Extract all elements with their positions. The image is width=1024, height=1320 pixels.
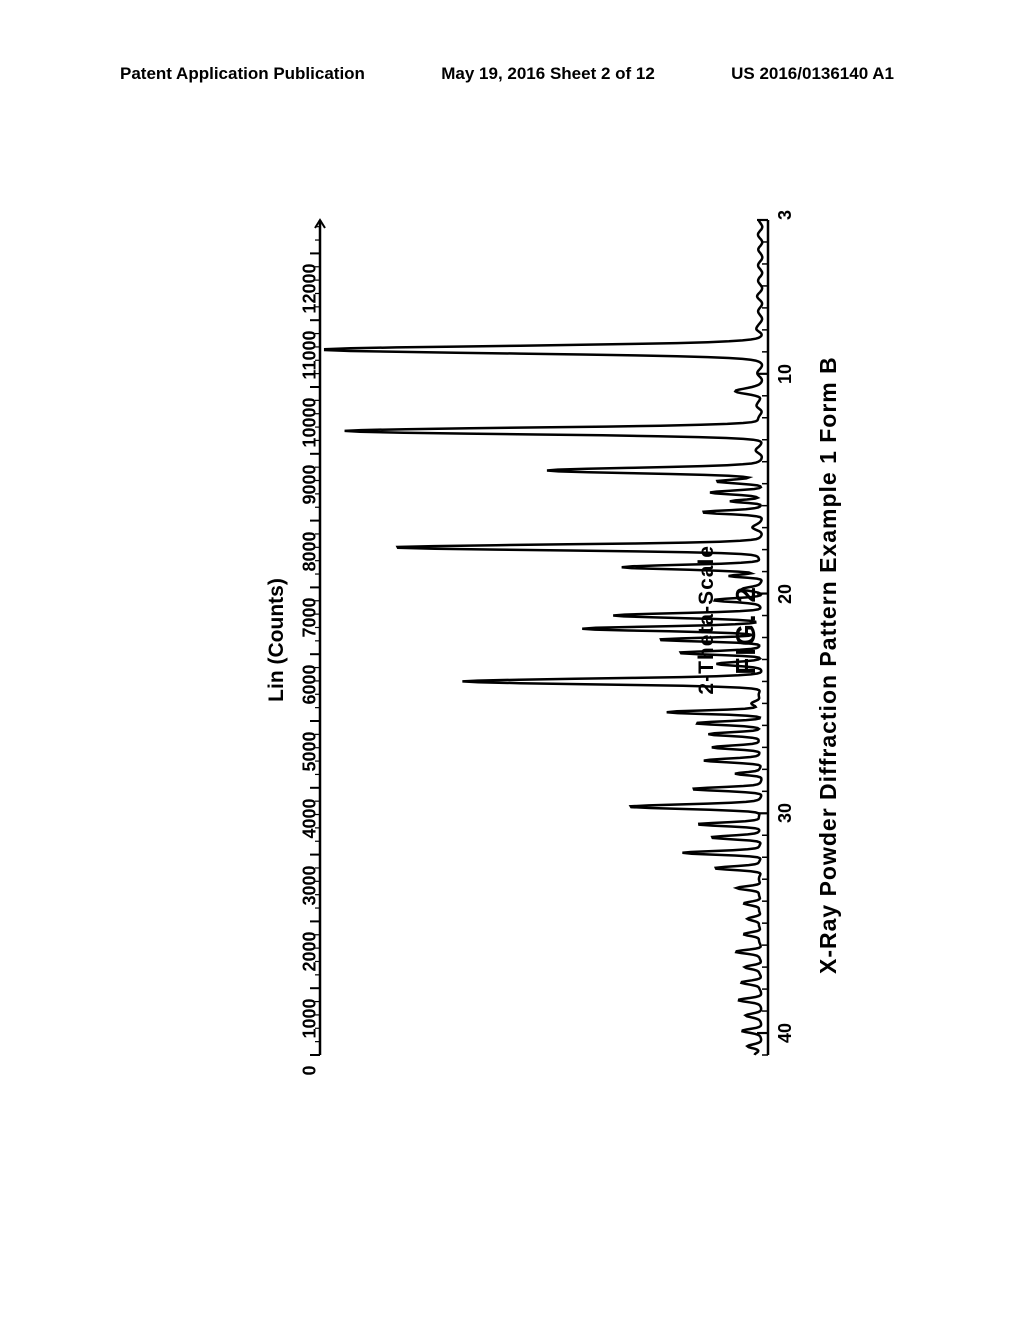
theta-tick-label: 40 [775,1023,796,1043]
counts-tick-label: 8000 [300,531,321,591]
x-axis-label: 2-Theta-Scale [695,545,719,695]
counts-tick-label: 4000 [300,798,321,858]
counts-tick-label: 6000 [300,665,321,725]
theta-tick-label: 10 [775,364,796,384]
header-left: Patent Application Publication [120,64,365,84]
page-header: Patent Application Publication May 19, 2… [0,64,1024,84]
counts-tick-label: 10000 [300,398,321,458]
theta-tick-label: 30 [775,803,796,823]
counts-tick-label: 0 [300,1066,321,1126]
counts-tick-label: 3000 [300,865,321,925]
counts-tick-label: 12000 [300,264,321,324]
counts-tick-label: 11000 [300,331,321,391]
header-right: US 2016/0136140 A1 [731,64,894,84]
theta-tick-label: 20 [775,584,796,604]
figure-number: FIG. 2 [730,585,762,675]
counts-tick-label: 7000 [300,598,321,658]
counts-tick-label: 5000 [300,732,321,792]
theta-tick-label: 3 [775,210,796,220]
header-center: May 19, 2016 Sheet 2 of 12 [441,64,655,84]
counts-tick-label: 1000 [300,999,321,1059]
figure-container: X-Ray Powder Diffraction Pattern Example… [175,215,895,1105]
figure-title: X-Ray Powder Diffraction Pattern Example… [815,305,842,1025]
counts-tick-label: 2000 [300,932,321,992]
counts-tick-label: 9000 [300,464,321,524]
